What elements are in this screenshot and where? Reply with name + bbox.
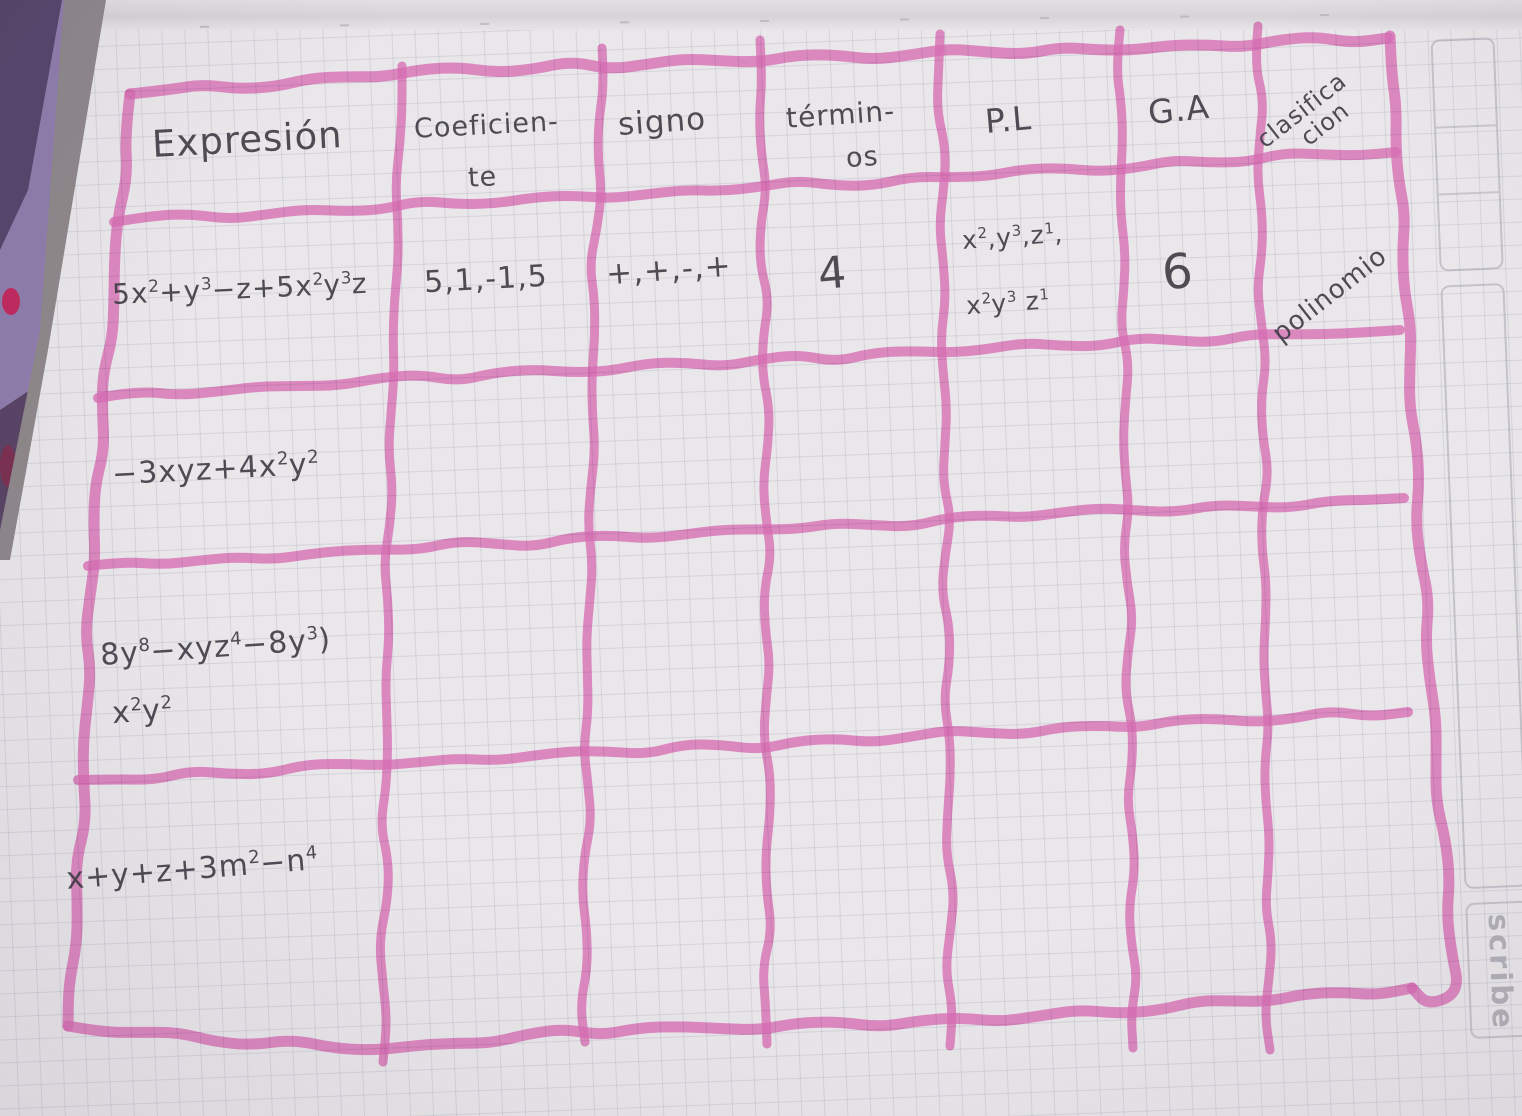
header-coeficiente-line2: te — [467, 161, 498, 194]
header-signo: signo — [616, 100, 708, 144]
brand-label: scribe — [1481, 913, 1521, 1032]
crimson-dot — [2, 288, 20, 315]
header-grado-absoluto: G.A — [1146, 86, 1212, 133]
row1-terminos: 4 — [815, 246, 850, 301]
row3-expresion-line2: x2y2 — [110, 691, 173, 732]
printed-margin-box-3: scribe — [1465, 900, 1522, 1039]
row1-parte-literal-line2: x2y3 z1 — [965, 285, 1050, 321]
printed-margin-divider — [1438, 191, 1499, 196]
printed-margin-box-1 — [1430, 37, 1504, 272]
header-parte-literal: P.L — [983, 98, 1034, 141]
row1-coeficiente: 5,1,-1,5 — [423, 258, 549, 301]
header-terminos-line2: os — [844, 140, 880, 175]
row1-grado-absoluto: 6 — [1159, 242, 1196, 302]
printed-margin-divider — [1435, 124, 1496, 129]
